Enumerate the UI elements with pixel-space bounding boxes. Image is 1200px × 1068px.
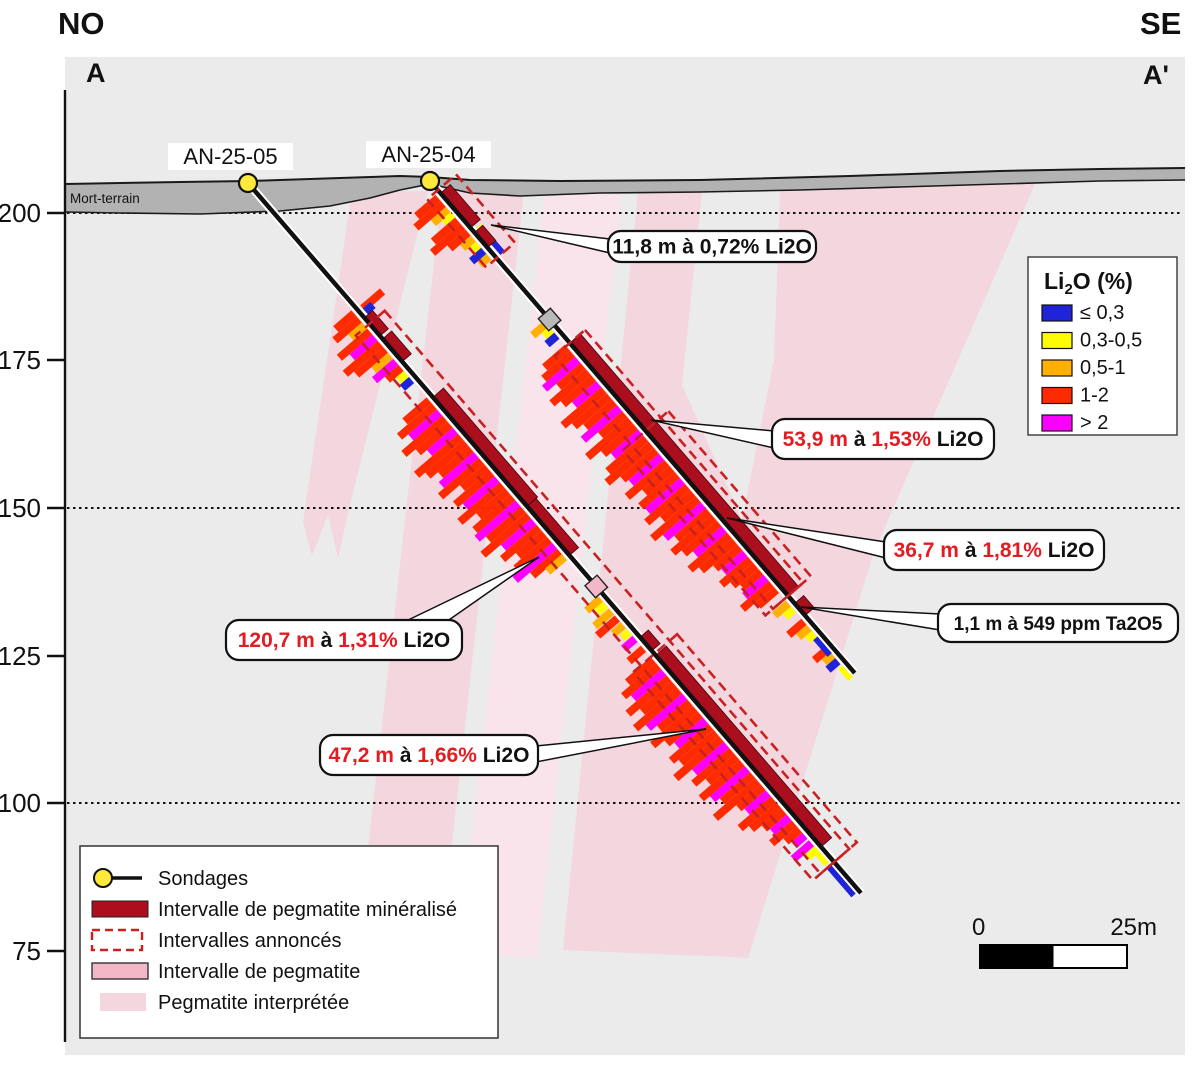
announced-interval-box <box>631 632 859 883</box>
li2o-swatch-label: 0,5-1 <box>1080 357 1126 379</box>
drillhole-AN-25-05 <box>243 178 865 898</box>
collar-AN-25-04: AN-25-04 <box>366 141 491 192</box>
callout-text: 1,1 m à 549 ppm Ta2O5 <box>954 614 1163 635</box>
collar-AN-25-05: AN-25-05 <box>168 143 293 194</box>
axis-tick-label: 100 <box>0 788 41 818</box>
section-end-label: A' <box>1143 60 1169 90</box>
legend-item-label: Pegmatite interprétée <box>158 992 349 1014</box>
lithology-marker <box>584 574 609 599</box>
legend-item-label: Sondages <box>158 868 248 890</box>
interval-swatch <box>91 900 149 918</box>
li2o-swatch-label: 1-2 <box>1080 385 1109 407</box>
overburden-label: Mort-terrain <box>70 191 140 206</box>
drill-trace <box>246 181 863 895</box>
overburden-base-line <box>64 179 1186 215</box>
pegmatite-band <box>303 191 428 558</box>
axis-tick-label: 75 <box>12 936 41 966</box>
orientation-label-se: SE <box>1140 6 1182 41</box>
li2o-swatch <box>1041 414 1073 432</box>
callout-36-7: 36,7 m à 1,81% Li2O <box>726 517 1106 572</box>
axis-tick-label: 125 <box>0 641 41 671</box>
sondage-collar-icon <box>93 868 113 888</box>
assay-histogram <box>413 194 841 673</box>
legend-item-interval: Intervalle de pegmatite minéralisé <box>91 899 457 921</box>
li2o-swatch-label: > 2 <box>1080 412 1108 434</box>
callout-box <box>224 618 464 662</box>
callout-box <box>606 229 818 264</box>
drillhole-AN-25-04 <box>413 172 858 682</box>
announced-interval-box <box>621 409 813 618</box>
scale-bar-frame <box>979 944 1128 969</box>
callout-47-2: 47,2 m à 1,66% Li2O <box>318 728 707 777</box>
li2o-swatch <box>1041 359 1073 377</box>
axis-tick-label: 200 <box>0 198 41 228</box>
interpreted-swatch <box>100 993 146 1011</box>
callout-120-7: 120,7 m à 1,31% Li2O <box>224 556 540 662</box>
section-start-label: A <box>86 58 106 88</box>
callout-text: 36,7 m à 1,81% Li2O <box>894 539 1095 562</box>
callout-text: 11,8 m à 0,72% Li2O <box>612 236 812 259</box>
hole-label-box <box>168 143 293 170</box>
pegmatite-swatch <box>91 962 149 980</box>
li2o-swatch-label: 0,3-0,5 <box>1080 330 1142 352</box>
callout-text: 47,2 m à 1,66% Li2O <box>329 744 530 767</box>
callout-box <box>936 602 1180 644</box>
hole-label: AN-25-04 <box>381 142 475 167</box>
hole-label: AN-25-05 <box>183 144 277 169</box>
legend-item-label: Intervalle de pegmatite minéralisé <box>158 899 457 921</box>
legend-item-label: Intervalle de pegmatite <box>158 961 360 983</box>
hole-label-box <box>366 141 491 168</box>
li2o-swatch-label: ≤ 0,3 <box>1080 302 1124 324</box>
legend-item-collar: Sondages <box>93 868 248 890</box>
legend-item-label: Intervalles annoncés <box>158 930 341 952</box>
legend-item-pegmatite: Intervalle de pegmatite <box>91 961 360 983</box>
grade-stripe <box>838 665 854 682</box>
callout-ta2o5: 1,1 m à 549 ppm Ta2O5 <box>800 602 1180 644</box>
legend-item-dashed: Intervalles annoncés <box>90 928 341 952</box>
map-legend: Sondages Intervalle de pegmatite minérali… <box>79 845 499 1039</box>
callout-text: 120,7 m à 1,31% Li2O <box>238 629 450 652</box>
legend-item-band: Pegmatite interprétée <box>100 992 349 1014</box>
callout-box <box>882 528 1106 572</box>
lithology-marker <box>537 307 562 332</box>
grade-stripe <box>827 865 856 898</box>
callout-box <box>318 733 540 777</box>
grade-stripe <box>813 636 833 657</box>
orientation-label-nw: NO <box>58 6 105 41</box>
li2o-swatch <box>1041 386 1073 405</box>
li2o-legend-title: Li2O (%) <box>1044 268 1133 298</box>
collar-circle <box>237 172 259 194</box>
callout-11-8: 11,8 m à 0,72% Li2O <box>490 224 818 264</box>
elevation-gridlines <box>67 212 1183 804</box>
elevation-axis: 200 175 150 125 100 75 <box>0 90 67 1042</box>
axis-tick-label: 175 <box>0 345 41 375</box>
callout-text: 53,9 m à 1,53% Li2O <box>783 428 984 451</box>
scale-bar-white <box>1053 945 1127 968</box>
grade-stripe <box>810 845 830 867</box>
drill-trace <box>428 179 857 675</box>
li2o-swatch <box>1041 331 1073 350</box>
map-legend-box <box>79 845 499 1039</box>
scale-bar: 0 25m <box>972 914 1157 969</box>
scale-max-label: 25m <box>1110 914 1157 941</box>
announced-swatch <box>90 928 144 952</box>
scale-zero-label: 0 <box>972 914 985 941</box>
scale-bar-black <box>980 945 1054 968</box>
callout-box <box>770 417 996 461</box>
li2o-legend: Li2O (%) ≤ 0,3 0,3-0,5 0,5-1 1-2 > 2 <box>1027 256 1178 436</box>
collar-circle <box>419 170 441 192</box>
li2o-swatch <box>1041 304 1073 322</box>
axis-tick-label: 150 <box>0 493 41 523</box>
callout-53-9: 53,9 m à 1,53% Li2O <box>650 417 996 461</box>
